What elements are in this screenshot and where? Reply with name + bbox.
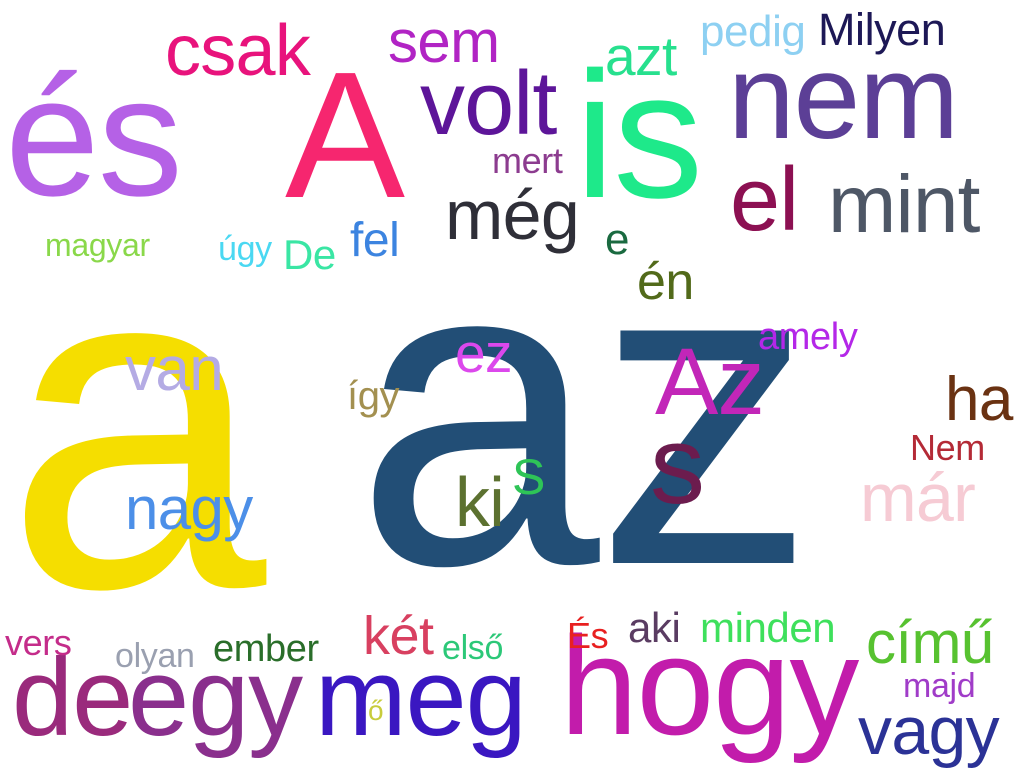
word-17: azt — [605, 24, 677, 87]
word-24: S — [512, 449, 545, 505]
word-48: ő — [368, 694, 384, 726]
word-15: csak — [165, 11, 311, 92]
word-14: s — [650, 404, 705, 527]
word-46: olyan — [115, 637, 195, 676]
word-45: vers — [5, 621, 72, 663]
word-39: Nem — [910, 426, 985, 468]
word-8: egy — [128, 636, 303, 759]
word-9: de — [12, 636, 133, 759]
word-1: a — [5, 161, 266, 686]
word-34: úgy — [218, 230, 272, 269]
word-18: még — [445, 176, 580, 254]
word-47: ember — [213, 627, 319, 670]
word-42: aki — [628, 604, 681, 652]
word-6: hogy — [560, 607, 859, 764]
word-30: pedig — [700, 7, 806, 57]
word-3: A — [285, 35, 405, 236]
word-13: Az — [655, 328, 765, 435]
word-28: én — [637, 253, 694, 312]
word-40: két — [363, 606, 434, 667]
word-4: is — [575, 35, 703, 236]
word-12: el — [730, 150, 799, 250]
word-43: minden — [700, 604, 836, 652]
word-23: ki — [455, 463, 505, 541]
word-22: nagy — [125, 475, 253, 542]
word-44: És — [567, 614, 609, 656]
word-41: első — [442, 629, 504, 668]
word-5: nem — [728, 30, 959, 164]
word-11: mint — [828, 159, 980, 251]
word-21: van — [125, 335, 224, 405]
word-25: már — [860, 459, 976, 536]
word-27: ez — [455, 321, 513, 384]
word-10: volt — [420, 54, 557, 154]
word-0: az — [355, 166, 815, 657]
word-20: ha — [945, 365, 1013, 435]
word-38: így — [347, 374, 400, 418]
word-32: fel — [350, 213, 400, 267]
word-7: meg — [315, 636, 527, 759]
word-33: De — [283, 231, 336, 279]
word-36: e — [605, 215, 630, 265]
word-31: mert — [492, 139, 563, 181]
word-26: című — [866, 609, 994, 676]
word-19: vagy — [858, 692, 1000, 768]
word-2: és — [5, 42, 183, 232]
word-29: Milyen — [818, 3, 946, 55]
word-37: amely — [758, 315, 858, 358]
word-49: majd — [903, 667, 976, 706]
word-35: magyar — [45, 227, 150, 264]
word-16: sem — [388, 8, 500, 75]
